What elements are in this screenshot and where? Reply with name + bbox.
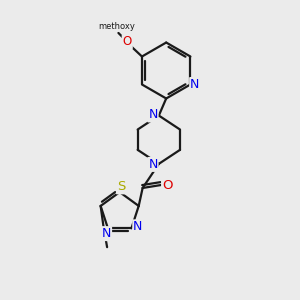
Text: N: N [190, 78, 200, 91]
Text: N: N [133, 220, 142, 233]
Text: N: N [102, 227, 111, 240]
Text: N: N [148, 109, 158, 122]
Text: N: N [148, 158, 158, 171]
Text: O: O [162, 178, 172, 191]
Text: O: O [123, 35, 132, 48]
Text: S: S [117, 180, 125, 193]
Text: methoxy: methoxy [98, 22, 135, 31]
